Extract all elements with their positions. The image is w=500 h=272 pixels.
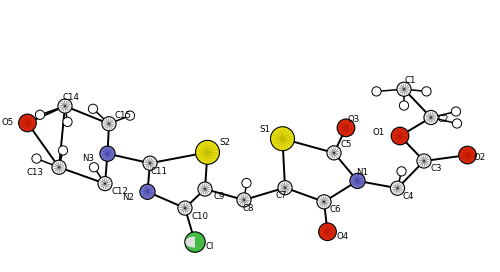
Ellipse shape — [198, 182, 212, 196]
Ellipse shape — [90, 163, 98, 172]
Ellipse shape — [397, 167, 406, 176]
Ellipse shape — [452, 119, 462, 128]
Ellipse shape — [372, 87, 381, 96]
Ellipse shape — [237, 193, 251, 207]
Ellipse shape — [88, 104, 98, 113]
Wedge shape — [185, 237, 195, 248]
Ellipse shape — [417, 154, 431, 168]
Text: C11: C11 — [150, 167, 168, 176]
Text: C10: C10 — [192, 212, 208, 221]
Text: Cl: Cl — [206, 242, 214, 252]
Ellipse shape — [18, 114, 36, 132]
Text: C6: C6 — [329, 205, 341, 215]
Text: C3: C3 — [431, 164, 442, 173]
Text: C15: C15 — [114, 110, 132, 120]
Ellipse shape — [36, 110, 44, 119]
Ellipse shape — [422, 87, 431, 96]
Text: N3: N3 — [82, 154, 94, 163]
Ellipse shape — [178, 201, 192, 215]
Text: N1: N1 — [356, 168, 368, 177]
Text: C2: C2 — [438, 115, 449, 124]
Text: C8: C8 — [242, 204, 254, 213]
Ellipse shape — [424, 110, 438, 125]
Ellipse shape — [318, 223, 336, 241]
Ellipse shape — [278, 181, 292, 195]
Ellipse shape — [58, 146, 68, 155]
Text: C5: C5 — [341, 140, 352, 149]
Text: C12: C12 — [112, 187, 128, 196]
Ellipse shape — [270, 127, 294, 151]
Ellipse shape — [100, 146, 115, 161]
Text: C7: C7 — [275, 191, 287, 200]
Ellipse shape — [327, 146, 341, 160]
Text: O4: O4 — [336, 232, 348, 241]
Ellipse shape — [140, 184, 155, 199]
Ellipse shape — [242, 178, 251, 188]
Ellipse shape — [317, 195, 331, 209]
Text: N2: N2 — [122, 193, 134, 202]
Ellipse shape — [185, 232, 205, 252]
Ellipse shape — [391, 127, 409, 145]
Ellipse shape — [63, 117, 72, 126]
Text: S1: S1 — [260, 125, 270, 134]
Text: C13: C13 — [26, 168, 44, 177]
Ellipse shape — [102, 117, 116, 131]
Text: O2: O2 — [474, 153, 486, 162]
Ellipse shape — [98, 177, 112, 191]
Text: C1: C1 — [404, 76, 416, 85]
Ellipse shape — [126, 111, 134, 120]
Text: S2: S2 — [220, 138, 230, 147]
Text: O5: O5 — [2, 118, 14, 128]
Ellipse shape — [452, 107, 460, 116]
Text: C9: C9 — [214, 192, 224, 201]
Ellipse shape — [196, 140, 220, 164]
Text: O1: O1 — [373, 128, 385, 137]
Ellipse shape — [350, 173, 365, 188]
Ellipse shape — [400, 101, 408, 110]
Ellipse shape — [52, 160, 66, 174]
Text: C14: C14 — [62, 93, 80, 102]
Ellipse shape — [143, 156, 157, 170]
Ellipse shape — [32, 154, 41, 163]
Ellipse shape — [458, 146, 476, 164]
Ellipse shape — [390, 181, 404, 195]
Ellipse shape — [58, 99, 72, 113]
Text: O3: O3 — [348, 115, 360, 124]
Text: C4: C4 — [403, 192, 414, 201]
Ellipse shape — [337, 119, 355, 137]
Ellipse shape — [397, 82, 411, 96]
